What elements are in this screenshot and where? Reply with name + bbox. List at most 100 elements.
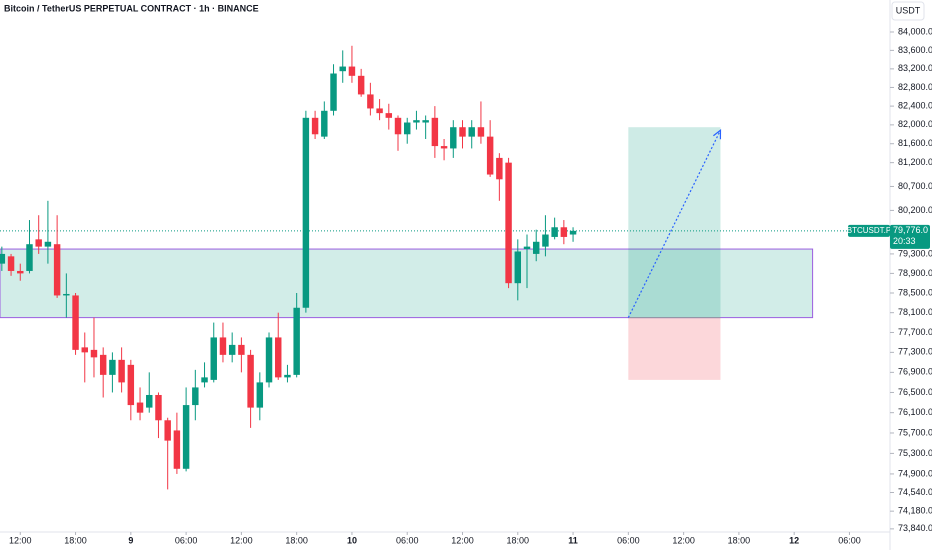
candle-body [146,394,153,408]
x-tick-label: 18:00 [64,535,87,545]
candle-body [321,110,328,137]
candle-body [385,113,393,118]
y-tick-label: 78,900.0 [898,268,932,278]
candle-body [505,162,512,284]
x-tick-label: 18:00 [728,535,751,545]
y-tick-label: 74,900.0 [898,468,932,478]
candle-body [201,377,208,383]
candle-body [394,117,402,135]
candle-body [422,120,429,123]
x-tick-label: 18:00 [507,535,530,545]
y-tick-label: 77,700.0 [898,327,932,337]
plot-area [0,45,890,490]
candle-body [35,239,42,247]
candle-body [247,354,254,408]
candle-body [7,256,15,271]
x-tick-label: 12:00 [451,535,474,545]
candle-body [228,344,236,355]
x-tick-label: 18:00 [285,535,308,545]
candle-body [99,354,107,375]
x-tick-label: 06:00 [617,535,640,545]
candle-body [256,382,264,408]
candle-body [440,146,448,149]
y-tick-label: 84,000.0 [898,26,932,36]
y-tick-label: 82,400.0 [898,100,932,110]
candle-body [532,241,540,254]
candle-body [17,270,24,274]
candle-body [265,337,273,383]
y-tick-label: 81,200.0 [898,157,932,167]
candle-body [173,430,181,469]
candle-body [275,337,282,378]
x-tick-label: 12 [789,535,799,545]
projection-arrow [627,129,722,318]
target-area [628,127,721,318]
y-tick-label: 78,100.0 [898,307,932,317]
candle-body [164,420,171,441]
y-tick-label: 82,000.0 [898,119,932,129]
candle-body [0,253,6,264]
candle-body [496,157,503,180]
candle-body [339,66,346,72]
candle-body [26,244,33,271]
y-tick-label: 76,100.0 [898,407,932,417]
candle-body [302,117,310,308]
y-tick-label: 77,300.0 [898,347,932,357]
x-tick-label: 06:00 [175,535,198,545]
x-tick-label: 11 [568,535,578,545]
currency-label[interactable]: USDT [896,5,921,15]
symbol-label: BTCUSDT.P [847,226,891,235]
candle-body [523,246,531,250]
candle-body [109,359,116,375]
chart-title: Bitcoin / TetherUS PERPETUAL CONTRACT · … [4,3,259,13]
candle-body [542,234,549,247]
x-tick-label: 10 [347,535,357,545]
currency-box[interactable] [891,1,925,21]
candle-body [486,136,494,175]
y-tick-label: 83,200.0 [898,63,932,73]
candle-body [514,251,522,284]
x-tick-label: 12:00 [230,535,253,545]
candle-body [44,241,52,247]
y-tick-label: 76,900.0 [898,367,932,377]
candle-body [219,337,227,355]
stop-area [628,317,721,380]
candle-body [560,227,568,237]
x-tick-label: 06:00 [838,535,861,545]
candle-body [450,127,457,149]
candle-body [136,402,144,413]
x-tick-label: 12:00 [672,535,695,545]
y-tick-label: 81,600.0 [898,138,932,148]
candle-body [182,405,190,469]
candle-body [357,75,365,95]
candle-body [238,344,245,355]
y-tick-label: 76,500.0 [898,387,932,397]
candle-body [569,230,577,235]
last-price-label: 79,776.0 [893,225,928,235]
candle-body [404,122,411,135]
symbol-box [848,224,890,237]
y-tick-label: 75,300.0 [898,448,932,458]
y-tick-label: 73,840.0 [898,523,932,533]
last-price-box [890,224,930,249]
y-tick-label: 74,540.0 [898,487,932,497]
candle-body [90,349,98,358]
candle-body [53,244,61,296]
x-tick-label: 9 [128,535,133,545]
candle-body [459,127,466,137]
candle-body [468,127,475,137]
x-tick-label: 12:00 [9,535,32,545]
candle-body [72,295,79,350]
candle-body [431,117,439,147]
candle-body [367,94,374,109]
y-tick-label: 75,700.0 [898,427,932,437]
candle-body [293,307,300,375]
candle-body [311,117,319,135]
candle-body [118,359,125,383]
candle-body [330,73,337,111]
arrow-head [713,128,722,140]
candle-body [376,108,383,114]
candle-body [155,394,162,421]
candle-body [413,120,420,123]
